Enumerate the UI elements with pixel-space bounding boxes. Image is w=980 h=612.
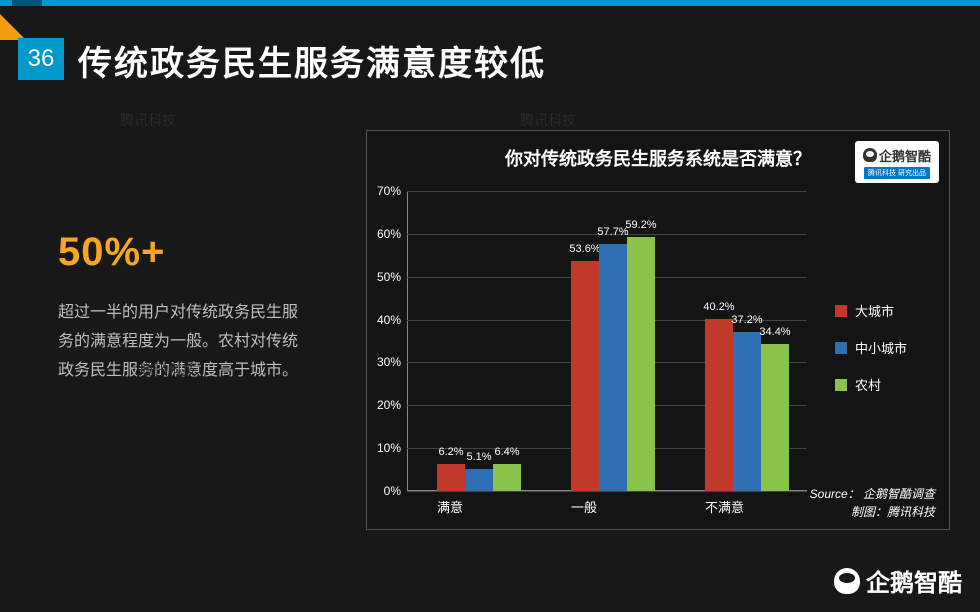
legend-item: 农村 [835,375,935,394]
bar: 40.2% [705,319,733,491]
penguin-icon [834,568,860,594]
corner-triangle [0,14,26,40]
watermark: 腾讯科技 [520,110,576,130]
penguin-icon [863,148,877,162]
bar: 6.2% [437,464,465,491]
bar-value-label: 6.4% [494,446,519,458]
bar-value-label: 34.4% [759,326,790,338]
legend-swatch [835,379,847,391]
y-tick-label: 20% [377,398,401,412]
bar-value-label: 37.2% [731,314,762,326]
legend-label: 农村 [855,375,881,394]
footer-brand-text: 企鹅智酷 [866,563,962,598]
bar-group: 40.2%37.2%34.4%不满意 [705,319,789,491]
top-accent-bar [0,0,980,6]
bar-value-label: 40.2% [703,301,734,313]
legend-swatch [835,342,847,354]
source-line-2: 制图：腾讯科技 [810,503,935,521]
y-tick-label: 70% [377,184,401,198]
chart-logo-badge: 企鹅智酷 腾讯科技 研究出品 [855,141,939,183]
bar: 6.4% [493,464,521,491]
y-tick-label: 50% [377,270,401,284]
legend-item: 中小城市 [835,338,935,357]
gridline [407,491,807,492]
chart-plot-area: 0%10%20%30%40%50%60%70%6.2%5.1%6.4%满意53.… [407,191,807,491]
left-text-block: 50%+ 超过一半的用户对传统政务民生服务的满意程度为一般。农村对传统政务民生服… [58,230,308,385]
bar: 59.2% [627,237,655,491]
bar-group: 6.2%5.1%6.4%满意 [437,464,521,491]
slide-number-badge: 36 [18,38,64,80]
category-label: 不满意 [705,497,789,516]
bar-value-label: 53.6% [569,243,600,255]
bar-value-label: 57.7% [597,226,628,238]
legend-label: 大城市 [855,301,894,320]
y-tick-label: 10% [377,441,401,455]
logo-text: 企鹅智酷 [879,146,931,165]
y-tick-label: 40% [377,313,401,327]
bar-group: 53.6%57.7%59.2%一般 [571,237,655,491]
slide-number: 36 [28,45,55,73]
highlight-stat: 50%+ [58,230,308,275]
logo-top-row: 企鹅智酷 [863,146,931,165]
legend-item: 大城市 [835,301,935,320]
bar-value-label: 5.1% [466,451,491,463]
y-tick-label: 30% [377,355,401,369]
gridline [407,191,807,192]
chart-panel: 你对传统政务民生服务系统是否满意？ 企鹅智酷 腾讯科技 研究出品 0%10%20… [366,130,950,530]
watermark: 腾讯科技 [120,110,176,130]
chart-source: Source： 企鹅智酷调查 制图：腾讯科技 [810,485,935,521]
y-axis-line [407,191,408,491]
bar: 37.2% [733,332,761,491]
bar: 5.1% [465,469,493,491]
logo-subtitle: 腾讯科技 研究出品 [864,167,930,179]
page-title: 传统政务民生服务满意度较低 [78,36,546,85]
y-tick-label: 60% [377,227,401,241]
legend-label: 中小城市 [855,338,907,357]
bar: 34.4% [761,344,789,491]
source-line-1: Source： 企鹅智酷调查 [810,485,935,503]
highlight-description: 超过一半的用户对传统政务民生服务的满意程度为一般。农村对传统政务民生服务的满意度… [58,299,308,385]
category-label: 一般 [571,497,655,516]
chart-legend: 大城市中小城市农村 [835,301,935,394]
bar-value-label: 59.2% [625,219,656,231]
y-tick-label: 0% [384,484,401,498]
bar-value-label: 6.2% [438,446,463,458]
category-label: 满意 [437,497,521,516]
bar: 53.6% [571,261,599,491]
bar: 57.7% [599,244,627,491]
legend-swatch [835,305,847,317]
footer-brand: 企鹅智酷 [834,563,962,598]
